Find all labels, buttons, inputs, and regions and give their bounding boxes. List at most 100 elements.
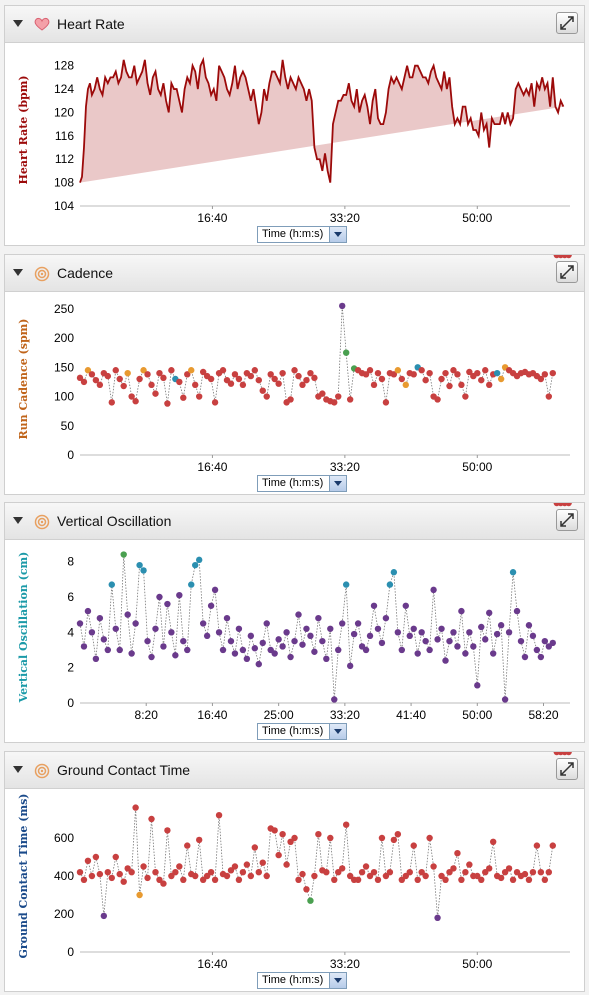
data-point xyxy=(450,367,457,374)
data-point xyxy=(406,869,413,876)
data-point xyxy=(168,367,175,374)
data-point xyxy=(223,614,231,622)
expand-button[interactable] xyxy=(556,12,578,34)
data-point xyxy=(478,623,485,631)
x-tick-label: 50:00 xyxy=(462,708,492,722)
data-point xyxy=(144,637,151,645)
panel-header[interactable]: Vertical Oscillation xyxy=(5,503,584,540)
data-point xyxy=(271,650,278,657)
dropdown-arrow-icon[interactable] xyxy=(329,724,346,739)
expand-button[interactable] xyxy=(556,509,578,531)
data-point xyxy=(497,874,505,882)
data-point xyxy=(108,874,115,882)
x-axis-select[interactable]: Time (h:m:s) xyxy=(257,972,347,989)
data-point xyxy=(342,581,350,588)
data-point xyxy=(84,367,92,374)
data-point xyxy=(287,396,294,403)
data-point xyxy=(462,869,469,876)
data-point xyxy=(192,561,199,569)
data-point xyxy=(454,371,461,378)
data-point xyxy=(478,376,485,384)
data-point xyxy=(275,380,282,387)
data-point xyxy=(219,646,227,654)
vertical-oscillation-panel: Vertical Oscillation 0 2 4 6 8 8:20 16:40 25:00… xyxy=(4,502,585,743)
collapse-triangle-icon[interactable] xyxy=(13,269,23,276)
data-point xyxy=(195,836,203,844)
data-point xyxy=(374,369,382,377)
data-point xyxy=(509,569,517,576)
collapse-triangle-icon[interactable] xyxy=(13,20,23,27)
data-point xyxy=(346,872,354,880)
panel-header[interactable]: Heart Rate xyxy=(5,6,584,43)
dropdown-arrow-icon[interactable] xyxy=(329,227,346,242)
data-point xyxy=(231,650,239,657)
data-point xyxy=(398,646,406,654)
expand-button[interactable] xyxy=(556,758,578,780)
y-tick-label: 2 xyxy=(67,661,74,675)
expand-button[interactable] xyxy=(556,261,578,283)
data-point xyxy=(541,371,549,378)
panel-title: Ground Contact Time xyxy=(57,762,191,778)
heart-rate-area xyxy=(80,59,564,183)
data-point xyxy=(128,650,135,657)
data-point xyxy=(116,870,123,878)
x-tick-label: 33:20 xyxy=(330,211,360,225)
data-point xyxy=(541,876,549,883)
data-point xyxy=(339,620,346,627)
data-point xyxy=(402,381,409,389)
data-point xyxy=(354,620,362,627)
data-point xyxy=(184,842,191,849)
data-point xyxy=(164,400,171,407)
data-point xyxy=(478,876,485,883)
data-point xyxy=(505,865,513,872)
data-point xyxy=(263,872,270,880)
data-point xyxy=(219,367,227,374)
panel-header[interactable]: Cadence xyxy=(5,255,584,292)
data-point xyxy=(207,869,215,876)
data-point xyxy=(434,914,441,921)
data-point xyxy=(438,625,445,632)
x-axis-select[interactable]: Time (h:m:s) xyxy=(257,723,347,740)
data-point xyxy=(426,834,433,842)
data-point xyxy=(156,369,163,377)
data-point xyxy=(279,369,286,377)
collapse-triangle-icon[interactable] xyxy=(13,517,23,524)
data-point xyxy=(362,863,370,870)
data-point xyxy=(335,869,342,876)
y-axis-label: Ground Contact Time (ms) xyxy=(17,793,30,958)
data-point xyxy=(346,396,354,403)
data-point xyxy=(482,636,489,643)
data-point xyxy=(366,367,374,374)
panel-title: Vertical Oscillation xyxy=(57,513,172,529)
data-point xyxy=(331,876,338,883)
data-point xyxy=(307,632,314,640)
data-point xyxy=(482,367,489,374)
data-point xyxy=(80,378,88,386)
data-point xyxy=(454,643,461,650)
y-tick-label: 100 xyxy=(54,390,74,404)
data-point xyxy=(327,625,334,632)
data-point xyxy=(422,872,429,880)
x-axis-select[interactable]: Time (h:m:s) xyxy=(257,226,347,243)
x-axis-select[interactable]: Time (h:m:s) xyxy=(257,475,347,492)
data-point xyxy=(156,876,163,883)
y-tick-label: 120 xyxy=(54,105,74,119)
data-point xyxy=(410,371,417,378)
panel-header[interactable]: Ground Contact Time xyxy=(5,752,584,789)
data-point xyxy=(390,836,398,844)
data-point xyxy=(235,625,243,632)
expand-icon xyxy=(560,265,574,279)
data-point xyxy=(92,853,100,861)
data-point xyxy=(88,371,96,378)
data-point xyxy=(76,374,84,382)
dropdown-arrow-icon[interactable] xyxy=(329,973,346,988)
data-point xyxy=(267,371,274,378)
dropdown-arrow-icon[interactable] xyxy=(329,476,346,491)
data-point xyxy=(172,869,179,876)
data-point xyxy=(255,869,262,876)
data-point xyxy=(199,876,207,883)
collapse-triangle-icon[interactable] xyxy=(13,766,23,773)
x-axis-select-value: Time (h:m:s) xyxy=(262,974,324,986)
data-point xyxy=(414,876,421,883)
data-point xyxy=(402,602,409,609)
